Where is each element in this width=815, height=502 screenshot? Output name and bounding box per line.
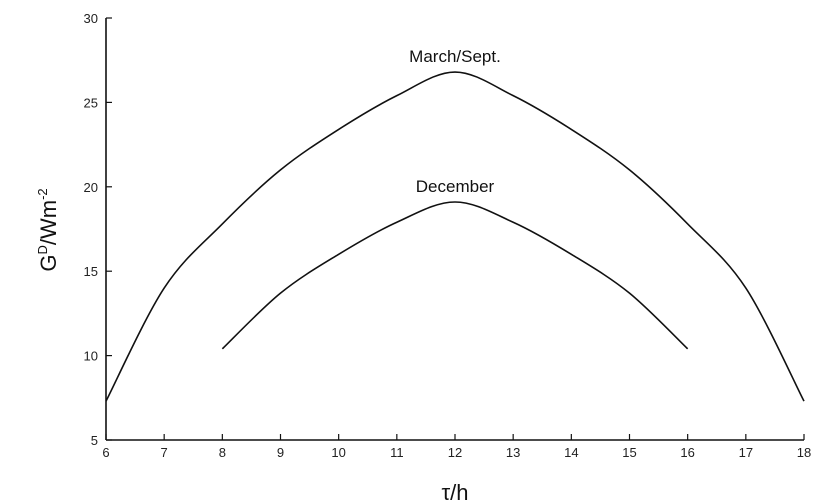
x-tick-label: 16	[680, 445, 694, 460]
x-tick-label: 7	[161, 445, 168, 460]
x-tick-label: 18	[797, 445, 811, 460]
x-tick-label: 15	[622, 445, 636, 460]
x-tick-label: 13	[506, 445, 520, 460]
series-line-1	[221, 201, 689, 350]
x-tick-label: 17	[739, 445, 753, 460]
x-tick-label: 10	[331, 445, 345, 460]
y-tick-label: 20	[84, 180, 98, 195]
series-labels: March/Sept. December	[409, 47, 501, 196]
series-line-0	[105, 71, 805, 402]
y-axis-title-mid: /Wm	[36, 200, 61, 245]
axes	[105, 18, 804, 441]
y-axis-title-sup2: -2	[35, 188, 50, 200]
series-label-0: March/Sept.	[409, 47, 501, 66]
series-group	[105, 71, 805, 402]
x-tick-label: 12	[448, 445, 462, 460]
y-tick-label: 5	[91, 433, 98, 448]
x-axis-title: τ/h	[441, 480, 468, 502]
x-tick-label: 14	[564, 445, 578, 460]
y-tick-label: 30	[84, 11, 98, 26]
x-tick-label: 9	[277, 445, 284, 460]
y-axis-title-base: G	[36, 255, 61, 272]
y-tick-label: 15	[84, 264, 98, 279]
y-axis-title-sup1: D	[35, 245, 50, 254]
x-tick-label: 11	[390, 445, 404, 460]
x-tick-label: 6	[102, 445, 109, 460]
y-tick-label: 10	[84, 349, 98, 364]
ticks: 6 7 8 9 10 11 12 13 14 15 16 17 18 5 10 15 20 25 30	[84, 11, 812, 460]
y-tick-label: 25	[84, 95, 98, 110]
x-tick-label: 8	[219, 445, 226, 460]
y-axis-title: GD/Wm-2	[35, 188, 61, 271]
series-label-1: December	[416, 177, 495, 196]
